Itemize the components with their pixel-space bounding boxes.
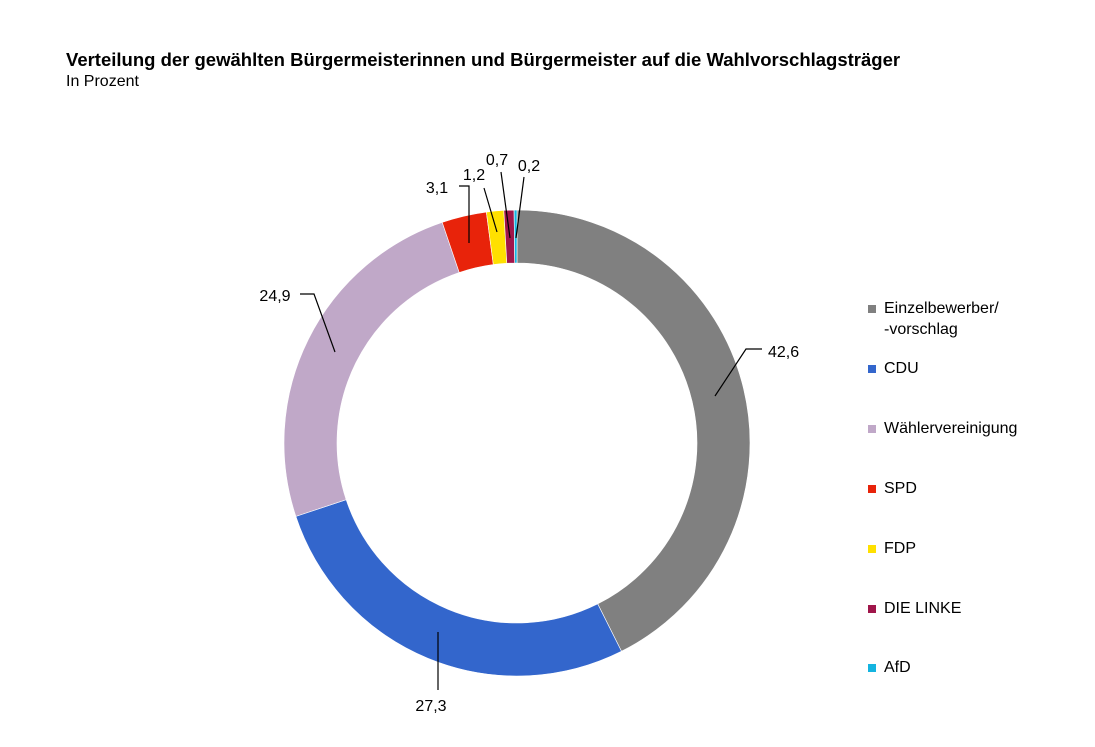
legend-item-3: SPD [868, 478, 917, 499]
leader-line-3 [459, 185, 470, 243]
legend-item-0: Einzelbewerber/ -vorschlag [868, 298, 999, 340]
legend-label: DIE LINKE [884, 600, 962, 617]
legend-item-6: AfD [868, 657, 911, 678]
legend-swatch [868, 485, 876, 493]
legend-label: FDP [884, 540, 916, 557]
leader-line-5 [500, 171, 511, 239]
leader-line-4 [483, 187, 498, 233]
data-label-3: 3,1 [426, 180, 448, 197]
leader-line-0 [714, 348, 762, 397]
leader-line-6 [515, 176, 525, 239]
donut-slice-6 [513, 209, 518, 264]
donut-slice-0 [516, 209, 751, 652]
legend-label: SPD [884, 480, 917, 497]
data-label-0: 42,6 [768, 344, 799, 361]
legend-swatch [868, 305, 876, 313]
legend-swatch [868, 545, 876, 553]
legend-item-5: DIE LINKE [868, 598, 961, 619]
legend-swatch [868, 365, 876, 373]
legend-label: CDU [884, 360, 919, 377]
chart-title: Verteilung der gewählten Bürgermeisterin… [66, 49, 901, 70]
legend-item-1: CDU [868, 358, 919, 379]
data-label-1: 27,3 [415, 698, 446, 715]
legend-swatch [868, 664, 876, 672]
legend-label: AfD [884, 659, 911, 676]
donut-slice-1 [295, 499, 622, 677]
legend-swatch [868, 605, 876, 613]
legend-label: Wählervereinigung [884, 420, 1018, 437]
legend-item-4: FDP [868, 538, 916, 559]
legend-label: Einzelbewerber/ -vorschlag [884, 300, 999, 338]
donut-slice-2 [283, 221, 460, 517]
legend-swatch [868, 425, 876, 433]
data-label-2: 24,9 [259, 288, 290, 305]
data-label-4: 1,2 [463, 167, 485, 184]
chart-subtitle: In Prozent [66, 73, 139, 90]
leader-line-2 [300, 293, 336, 353]
data-label-5: 0,7 [486, 152, 508, 169]
legend-item-2: Wählervereinigung [868, 418, 1017, 439]
data-label-6: 0,2 [518, 158, 540, 175]
